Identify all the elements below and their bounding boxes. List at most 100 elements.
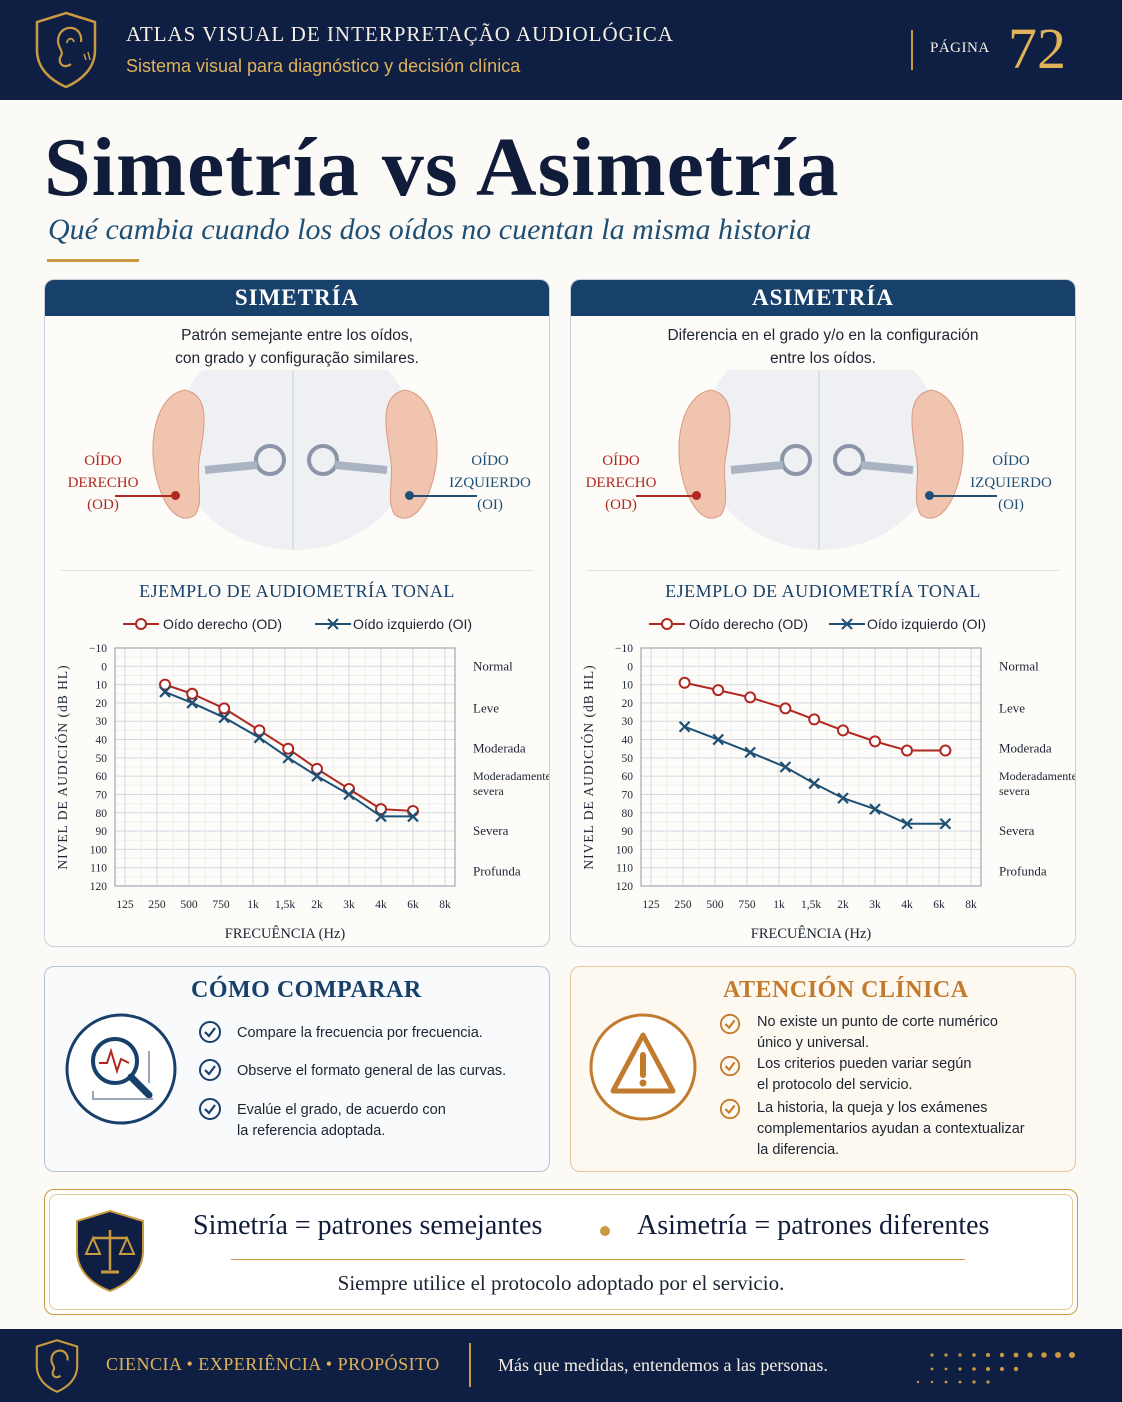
x-tick-label: 6k xyxy=(933,899,945,911)
y-tick-label: 40 xyxy=(96,735,108,747)
footer-motto: CIENCIA • EXPERIÊNCIA • PROPÓSITO xyxy=(106,1354,440,1374)
x-tick-label: 250 xyxy=(148,899,166,911)
page-label: PÁGINA xyxy=(930,40,990,56)
page-footer: CIENCIA • EXPERIÊNCIA • PROPÓSITO Más qu… xyxy=(0,1329,1122,1402)
oi-label-line: OÍDO xyxy=(992,453,1030,469)
summary-dot xyxy=(600,1226,610,1236)
bullet-line: el protocolo del servicio. xyxy=(757,1077,913,1093)
x-tick-label: 2k xyxy=(311,899,323,911)
compare-bullet: Evalúe el grado, de acuerdo con la refer… xyxy=(237,1100,446,1142)
page-header: ATLAS VISUAL DE INTERPRETAÇÃO AUDIOLÓGIC… xyxy=(0,0,1122,100)
y-tick-label: 110 xyxy=(90,863,107,875)
oi-data-point xyxy=(712,733,724,746)
oi-data-point xyxy=(678,720,691,733)
attention-bullet: Los criterios pueden variar según el pro… xyxy=(757,1054,971,1096)
attention-bullet: La historia, la queja y los exámenes com… xyxy=(757,1098,1025,1161)
y-tick-label: 30 xyxy=(96,716,108,728)
oi-data-point xyxy=(869,803,881,815)
od-legend-marker xyxy=(649,618,685,630)
attention-title: ATENCIÓN CLÍNICA xyxy=(723,977,969,1003)
bullet-line: único y universal. xyxy=(757,1035,870,1051)
y-tick-label: 30 xyxy=(622,716,634,728)
symmetry-description: Patrón semejante entre los oídos, con gr… xyxy=(65,324,529,370)
oi-data-point xyxy=(253,731,266,744)
desc-line: entre los oídos. xyxy=(770,350,876,367)
page-title: Simetría vs Asimetría xyxy=(44,121,840,214)
desc-line: Diferencia en el grado y/o en la configu… xyxy=(667,327,979,344)
ear-shield-icon xyxy=(35,1339,79,1393)
od-label-line: DERECHO (OD) xyxy=(585,475,657,513)
atlas-subtitle: Sistema visual para diagnóstico y decisi… xyxy=(126,56,521,76)
attention-bullet: No existe un punto de corte numérico úni… xyxy=(757,1012,998,1054)
oi-data-point xyxy=(159,686,171,698)
footer-divider xyxy=(469,1343,471,1387)
x-tick-label: 1k xyxy=(247,899,259,911)
y-tick-label: 0 xyxy=(101,661,107,673)
od-data-point xyxy=(901,744,913,757)
panel-separator xyxy=(587,570,1059,571)
warning-icon xyxy=(589,1013,697,1121)
plot-frame xyxy=(640,647,982,887)
y-tick-label: 50 xyxy=(96,753,108,765)
oi-data-point xyxy=(837,792,849,804)
severity-label: Moderadamente xyxy=(473,769,550,783)
summary-rule xyxy=(231,1259,965,1260)
oi-legend-marker xyxy=(315,618,351,630)
symmetry-summary: Simetría = patrones semejantes xyxy=(193,1210,543,1241)
symmetry-panel: SIMETRÍA Patrón semejante entre los oído… xyxy=(44,279,550,947)
od-data-point xyxy=(218,702,231,715)
x-tick-label: 1k xyxy=(773,899,785,911)
x-tick-label: 4k xyxy=(375,899,387,911)
od-data-point xyxy=(808,713,821,726)
bullet-line: la diferencia. xyxy=(757,1142,840,1158)
compare-bullet: Observe el formato general de las curvas… xyxy=(237,1063,507,1079)
severity-label: Leve xyxy=(999,700,1025,715)
asymmetry-summary: Asimetría = patrones diferentes xyxy=(637,1210,990,1241)
od-label-line: DERECHO (OD) xyxy=(67,475,139,513)
oi-data-point xyxy=(186,697,198,709)
oi-label-line: IZQUIERDO (OI) xyxy=(449,475,531,513)
oi-leader xyxy=(931,495,997,497)
od-marker xyxy=(692,491,701,500)
chart-title: EJEMPLO DE AUDIOMETRÍA TONAL xyxy=(139,581,455,601)
oi-label: OÍDO IZQUIERDO (OI) xyxy=(440,450,540,516)
bullet-line: la referencia adoptada. xyxy=(237,1123,386,1139)
y-tick-label: 60 xyxy=(622,771,634,783)
od-data-point xyxy=(311,762,323,775)
y-tick-label: 120 xyxy=(90,881,108,893)
y-tick-label: 70 xyxy=(96,789,108,801)
bullet-line: No existe un punto de corte numérico xyxy=(757,1014,998,1030)
severity-label: Normal xyxy=(999,658,1039,673)
od-leader xyxy=(636,495,696,497)
od-data-point xyxy=(186,687,199,700)
od-data-point xyxy=(159,678,171,691)
severity-label: Severa xyxy=(473,823,509,838)
ear-shield-icon xyxy=(35,11,97,89)
y-tick-label: 50 xyxy=(622,753,634,765)
oi-marker xyxy=(405,491,414,500)
header-divider xyxy=(911,30,913,70)
severity-label: Moderada xyxy=(999,741,1052,756)
plot-frame xyxy=(114,647,456,887)
od-marker xyxy=(171,491,180,500)
asymmetry-description: Diferencia en el grado y/o en la configu… xyxy=(591,324,1055,370)
page-number: 72 xyxy=(1008,16,1066,81)
od-data-point xyxy=(375,803,387,816)
x-tick-label: 4k xyxy=(901,899,913,911)
y-tick-label: 10 xyxy=(96,680,108,692)
x-tick-label: 8k xyxy=(439,899,451,911)
chart-title: EJEMPLO DE AUDIOMETRÍA TONAL xyxy=(665,581,981,601)
oi-legend-marker xyxy=(829,618,865,630)
bullet-line: Evalúe el grado, de acuerdo con xyxy=(237,1102,446,1118)
y-tick-label: 120 xyxy=(616,881,634,893)
severity-label: Moderadamente xyxy=(999,769,1076,783)
desc-line: con grado y configuração similares. xyxy=(175,350,419,367)
od-label-line: OÍDO xyxy=(84,453,122,469)
attention-box: ATENCIÓN CLÍNICA No existe un punto de c… xyxy=(570,966,1076,1172)
y-tick-label: 90 xyxy=(96,826,108,838)
y-tick-label: 40 xyxy=(622,735,634,747)
x-axis-label: FRECUÊNCIA (Hz) xyxy=(751,925,872,942)
od-legend-label: Oído derecho (OD) xyxy=(163,616,283,632)
oi-label-line: OÍDO xyxy=(471,453,509,469)
severity-label: Leve xyxy=(473,700,499,715)
